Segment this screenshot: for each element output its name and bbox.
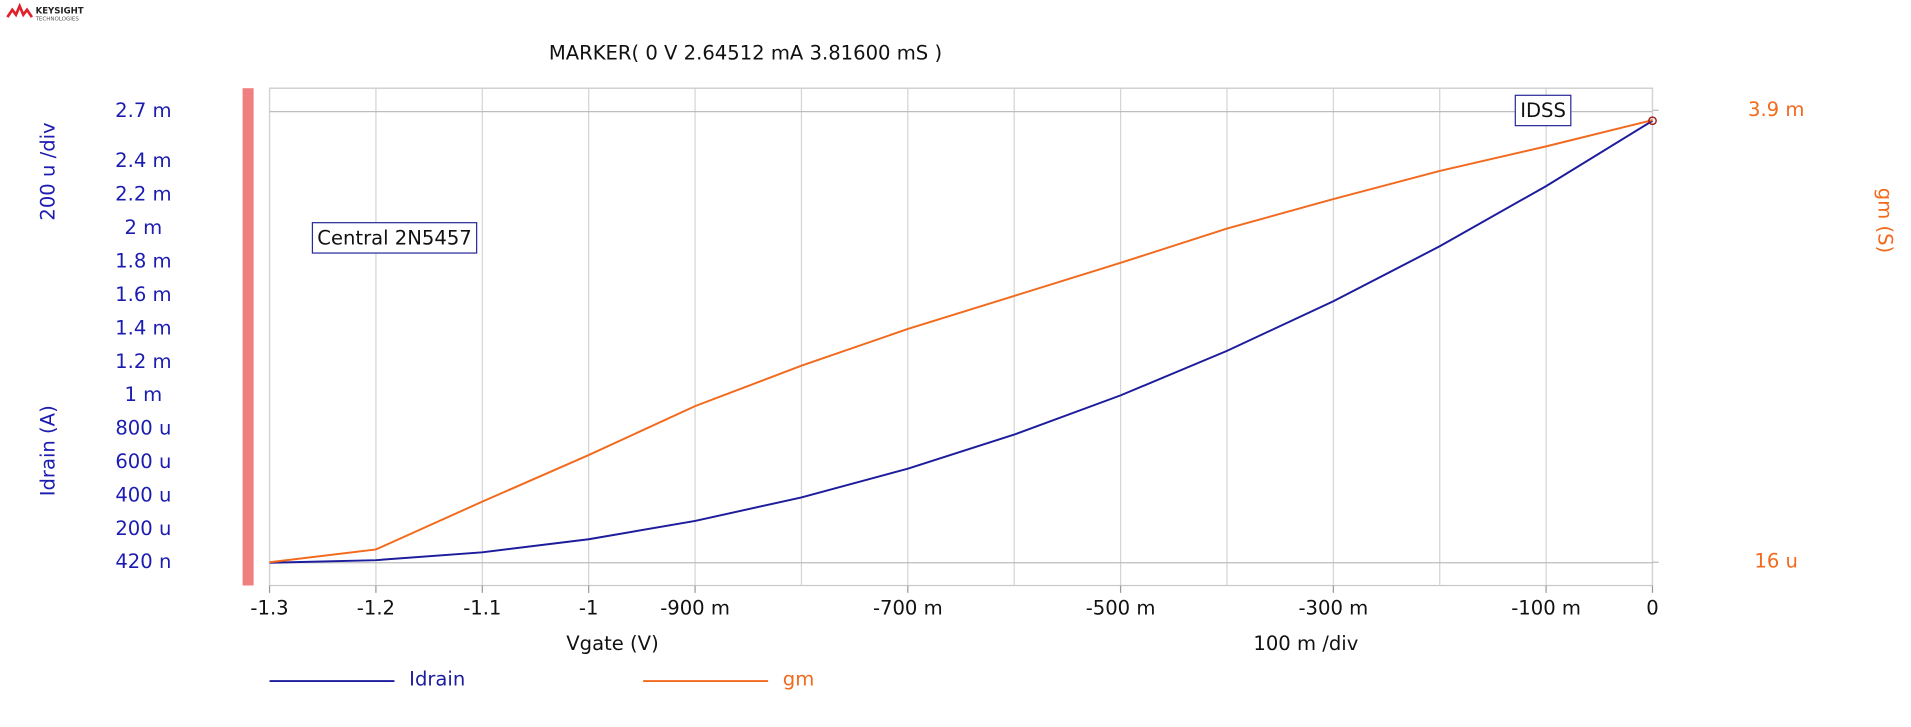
y-tick-label: 2.7 m: [115, 99, 171, 122]
y-tick-label: 1.2 m: [115, 350, 171, 373]
annotation: Central 2N5457: [317, 226, 471, 249]
y-tick-label: 420 n: [115, 550, 171, 573]
series-line: [269, 119, 1653, 564]
plot-frame: [268, 87, 1654, 587]
y-tick-label: 600 u: [115, 450, 171, 473]
series-line: [269, 119, 1654, 564]
y-tick-label: 2.4 m: [115, 149, 171, 172]
y-tick-label: 800 u: [115, 417, 171, 440]
y2-tick-label: 16 u: [1754, 550, 1798, 573]
y-tick-label: 2 m: [124, 216, 162, 239]
y-axis-label: Idrain (A): [37, 405, 60, 496]
marker-point: [1648, 116, 1657, 126]
annotation: IDSS: [1520, 99, 1566, 122]
marker-text: MARKER( 0 V 2.64512 mA 3.81600 mS ): [549, 41, 942, 64]
annotation-box: [311, 222, 478, 254]
y2-tick-label: 3.9 m: [1748, 98, 1804, 121]
x-tick-label: -900 m: [660, 596, 730, 619]
x-axis-label: Vgate (V): [566, 632, 658, 655]
x-div: 100 m /div: [1253, 632, 1358, 655]
x-tick-label: 0: [1646, 596, 1658, 619]
x-tick-label: -1.1: [463, 596, 501, 619]
legend-label: gm: [783, 667, 815, 690]
x-tick-label: -1.3: [250, 596, 288, 619]
logo-sub: TECHNOLOGIES: [35, 16, 80, 22]
x-tick-label: -300 m: [1298, 596, 1368, 619]
y-div: 200 u /div: [37, 122, 60, 220]
x-tick-label: -500 m: [1086, 596, 1156, 619]
y-tick-label: 1.6 m: [115, 283, 171, 306]
annotation-box: [1514, 94, 1572, 127]
y2-axis-label: gm (S): [1874, 188, 1897, 253]
logo-name: KEYSIGHT: [36, 7, 84, 17]
y-tick-label: 1 m: [124, 383, 162, 406]
x-tick-label: -700 m: [873, 596, 943, 619]
logo-icon: [6, 2, 34, 18]
x-tick-label: -1.2: [357, 596, 395, 619]
y-tick-label: 2.2 m: [115, 183, 171, 206]
x-tick-label: -100 m: [1511, 596, 1581, 619]
y-tick-label: 1.4 m: [115, 316, 171, 339]
marker-bar: [242, 88, 254, 586]
y-tick-label: 1.8 m: [115, 249, 171, 272]
legend-label: Idrain: [409, 667, 465, 690]
y-tick-label: 400 u: [115, 483, 171, 506]
y-tick-label: 200 u: [115, 517, 171, 540]
x-tick-label: -1: [579, 596, 599, 619]
